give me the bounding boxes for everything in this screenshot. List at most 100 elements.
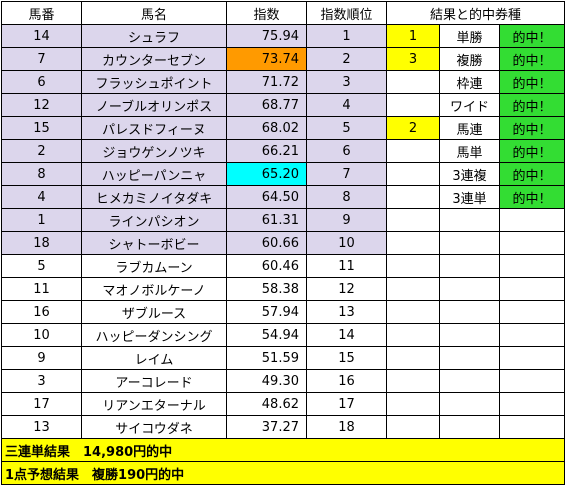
cell-finish [386,369,440,393]
cell-rank: 14 [306,323,387,347]
cell-index: 48.62 [226,392,307,416]
cell-index: 58.38 [226,277,307,301]
cell-index: 61.31 [226,208,307,232]
table-row: 15 パレスドフィーヌ 68.02 5 2 馬連 的中！ [1,116,565,140]
cell-bet-type [439,277,500,301]
table-row: 10 ハッピーダンシング 54.94 14 [1,323,565,347]
table-row: 12 ノーブルオリンポス 68.77 4 ワイド 的中！ [1,93,565,117]
cell-index: 51.59 [226,346,307,370]
header-result: 結果と的中券種 [386,1,565,25]
cell-umaban: 4 [1,185,82,209]
cell-umaban: 10 [1,323,82,347]
cell-hit: 的中！ [499,70,565,94]
cell-rank: 11 [306,254,387,278]
cell-rank: 17 [306,392,387,416]
header-umaban: 馬番 [1,1,82,25]
cell-hit: 的中！ [499,116,565,140]
cell-horse-name: シュラフ [81,24,227,48]
cell-umaban: 11 [1,277,82,301]
cell-horse-name: ハッピーダンシング [81,323,227,347]
cell-umaban: 9 [1,346,82,370]
cell-index: 68.77 [226,93,307,117]
cell-hit: 的中！ [499,162,565,186]
cell-umaban: 16 [1,300,82,324]
cell-hit [499,277,565,301]
table-row: 13 サイコウダネ 37.27 18 [1,415,565,439]
cell-bet-type: ワイド [439,93,500,117]
cell-horse-name: シャトーボビー [81,231,227,255]
cell-umaban: 12 [1,93,82,117]
table-row: 5 ラブカムーン 60.46 11 [1,254,565,278]
trifecta-result-text: 三連単結果 14,980円的中 [1,438,565,462]
cell-index: 75.94 [226,24,307,48]
table-row: 9 レイム 51.59 15 [1,346,565,370]
cell-rank: 7 [306,162,387,186]
cell-bet-type [439,415,500,439]
cell-horse-name: アーコレード [81,369,227,393]
cell-finish [386,93,440,117]
cell-index: 37.27 [226,415,307,439]
cell-horse-name: サイコウダネ [81,415,227,439]
cell-bet-type: 馬単 [439,139,500,163]
cell-index: 68.02 [226,116,307,140]
cell-hit [499,392,565,416]
cell-bet-type: 馬連 [439,116,500,140]
cell-rank: 15 [306,346,387,370]
cell-hit: 的中！ [499,93,565,117]
cell-umaban: 6 [1,70,82,94]
cell-hit [499,369,565,393]
cell-finish [386,162,440,186]
cell-hit: 的中！ [499,139,565,163]
cell-bet-type: 3連単 [439,185,500,209]
cell-finish: 2 [386,116,440,140]
table-row: 6 フラッシュポイント 71.72 3 枠連 的中！ [1,70,565,94]
cell-hit: 的中！ [499,24,565,48]
footer-row-2: 1点予想結果 複勝190円的中 [1,461,565,485]
cell-hit [499,323,565,347]
cell-index: 66.21 [226,139,307,163]
cell-bet-type: 枠連 [439,70,500,94]
cell-umaban: 5 [1,254,82,278]
cell-finish [386,392,440,416]
cell-hit [499,208,565,232]
cell-bet-type [439,392,500,416]
header-name: 馬名 [81,1,227,25]
footer-row-1: 三連単結果 14,980円的中 [1,438,565,462]
cell-bet-type: 複勝 [439,47,500,71]
cell-horse-name: カウンターセブン [81,47,227,71]
cell-umaban: 2 [1,139,82,163]
cell-finish [386,208,440,232]
cell-horse-name: ラインパシオン [81,208,227,232]
cell-rank: 3 [306,70,387,94]
cell-bet-type [439,254,500,278]
cell-rank: 1 [306,24,387,48]
cell-index: 49.30 [226,369,307,393]
cell-rank: 4 [306,93,387,117]
cell-umaban: 14 [1,24,82,48]
cell-bet-type [439,300,500,324]
cell-finish [386,185,440,209]
table-row: 7 カウンターセブン 73.74 2 3 複勝 的中！ [1,47,565,71]
cell-horse-name: フラッシュポイント [81,70,227,94]
cell-finish [386,254,440,278]
cell-bet-type [439,346,500,370]
cell-umaban: 18 [1,231,82,255]
table-row: 17 リアンエターナル 48.62 17 [1,392,565,416]
header-row: 馬番 馬名 指数 指数順位 結果と的中券種 [1,1,565,25]
cell-bet-type [439,208,500,232]
table-row: 4 ヒメカミノイタダキ 64.50 8 3連単 的中！ [1,185,565,209]
cell-finish [386,415,440,439]
table-row: 1 ラインパシオン 61.31 9 [1,208,565,232]
cell-umaban: 17 [1,392,82,416]
cell-hit [499,231,565,255]
cell-hit: 的中！ [499,185,565,209]
cell-hit: 的中！ [499,47,565,71]
header-index: 指数 [226,1,307,25]
cell-index: 57.94 [226,300,307,324]
cell-hit [499,300,565,324]
cell-horse-name: ジョウゲンノツキ [81,139,227,163]
table-row: 8 ハッピーパンニャ 65.20 7 3連複 的中！ [1,162,565,186]
table-row: 16 ザブルース 57.94 13 [1,300,565,324]
table-row: 14 シュラフ 75.94 1 1 単勝 的中！ [1,24,565,48]
cell-horse-name: パレスドフィーヌ [81,116,227,140]
